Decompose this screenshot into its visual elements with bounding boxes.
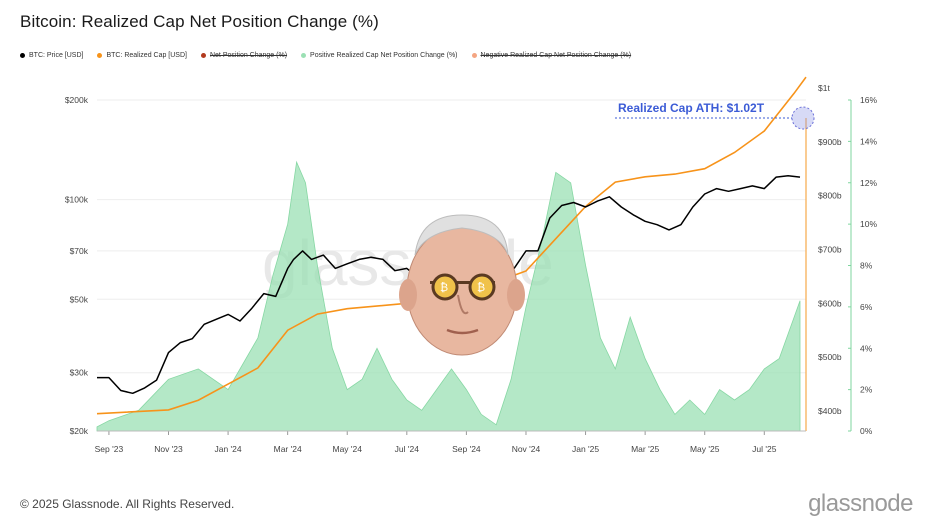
portrait-mouth	[446, 328, 479, 335]
portrait-glasses-bar	[430, 281, 495, 284]
x-tick-label: Nov '23	[154, 444, 183, 454]
legend-item[interactable]: BTC: Realized Cap [USD]	[97, 52, 187, 59]
y-tick-label-left: $30k	[70, 368, 89, 378]
axes: $20k $30k $50k $70k $100k $200k $400b $500b $600…	[65, 83, 878, 454]
x-tick-label: Mar '24	[274, 444, 302, 454]
y-tick-label-mid: $1t	[818, 83, 830, 93]
legend-item[interactable]: Net Position Change (%)	[200, 52, 288, 59]
y-tick-label-right: 6%	[860, 302, 873, 312]
realized-cap-line	[96, 76, 807, 431]
legend-item[interactable]: Negative Realized Cap Net Position Chang…	[471, 52, 632, 59]
legend-dot	[200, 53, 206, 58]
x-tick-label: Jan '25	[572, 444, 599, 454]
y-tick-label-right: 8%	[860, 261, 873, 271]
y-tick-label-right: 4%	[860, 343, 873, 353]
y-tick-label-right: 16%	[860, 95, 877, 105]
footer-logo: glassnode	[808, 490, 913, 517]
y-tick-label-right: 2%	[860, 385, 873, 395]
legend-label: BTC: Realized Cap [USD]	[106, 52, 187, 59]
portrait-head	[406, 224, 518, 356]
legend-dot	[301, 53, 307, 58]
legend-label: Net Position Change (%)	[209, 52, 288, 59]
portrait-illustration: ₿ ₿	[399, 214, 525, 356]
legend-item[interactable]: Positive Realized Cap Net Position Chang…	[301, 52, 458, 59]
footer-copyright: © 2025 Glassnode. All Rights Reserved.	[20, 497, 235, 511]
y-tick-label-mid: $900b	[818, 137, 842, 147]
legend: BTC: Price [USD] BTC: Realized Cap [USD] N…	[20, 52, 631, 59]
x-tick-label: Sep '23	[95, 444, 124, 454]
y-tick-label-left: $200k	[65, 95, 89, 105]
legend-item[interactable]: BTC: Price [USD]	[20, 52, 83, 59]
legend-label: Negative Realized Cap Net Position Chang…	[480, 52, 632, 59]
x-tick-label: Jul '25	[752, 444, 777, 454]
realized-cap-series	[96, 76, 807, 415]
x-tick-label: May '24	[332, 444, 362, 454]
bitcoin-eye-right: ₿	[477, 282, 485, 294]
y-tick-label-right: 0%	[860, 426, 873, 436]
portrait-lens-right	[468, 273, 496, 301]
legend-label: Positive Realized Cap Net Position Chang…	[310, 52, 458, 59]
portrait-hair	[414, 214, 509, 256]
ath-label: Realized Cap ATH: $1.02T	[618, 101, 765, 115]
x-tick-label: Jan '24	[214, 444, 241, 454]
y-tick-label-mid: $500b	[818, 352, 842, 362]
x-tick-label: Mar '25	[631, 444, 659, 454]
y-tick-label-mid: $400b	[818, 406, 842, 416]
legend-label: BTC: Price [USD]	[29, 52, 84, 59]
x-tick-label: Jul '24	[395, 444, 420, 454]
x-tick-label: May '25	[690, 444, 720, 454]
bitcoin-eye-left: ₿	[440, 282, 448, 294]
ath-annotation: Realized Cap ATH: $1.02T	[615, 101, 815, 130]
legend-dot	[471, 53, 477, 58]
legend-dot	[97, 53, 103, 58]
page-title: Bitcoin: Realized Cap Net Position Chang…	[20, 12, 379, 31]
x-tick-label: Nov '24	[512, 444, 541, 454]
portrait-nose	[457, 294, 469, 315]
ath-marker	[791, 106, 815, 130]
positive-area	[96, 160, 801, 432]
y-tick-label-right: 12%	[860, 178, 877, 188]
legend-dot	[20, 53, 25, 58]
positive-net-position-area	[96, 160, 801, 432]
y-tick-label-left: $100k	[65, 195, 89, 205]
y-tick-label-mid: $600b	[818, 298, 842, 308]
y-tick-label-right: 10%	[860, 219, 877, 229]
portrait-lens-left	[431, 273, 459, 301]
y-tick-label-left: $20k	[70, 426, 89, 436]
portrait-ear-left	[399, 279, 417, 311]
y-tick-label-left: $50k	[70, 294, 89, 304]
x-tick-label: Sep '24	[452, 444, 481, 454]
y-tick-label-mid: $700b	[818, 244, 842, 254]
portrait-ear-right	[507, 279, 525, 311]
y-tick-label-mid: $800b	[818, 191, 842, 201]
y-tick-label-right: 14%	[860, 136, 877, 146]
y-tick-label-left: $70k	[70, 246, 89, 256]
